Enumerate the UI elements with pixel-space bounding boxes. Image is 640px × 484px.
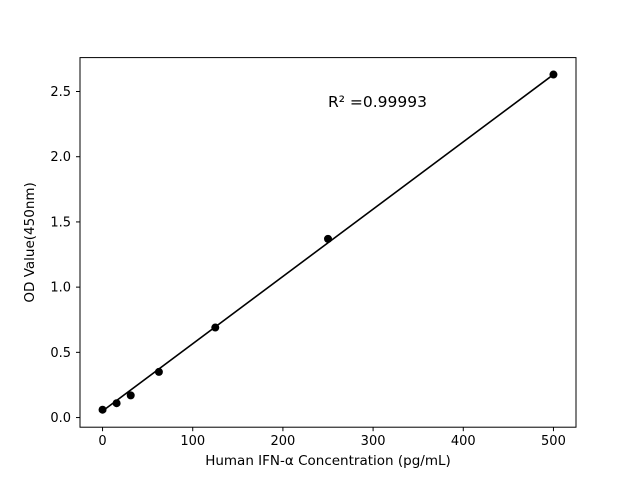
y-axis-label: OD Value(450nm) xyxy=(22,182,38,302)
x-tick-label: 400 xyxy=(451,434,476,449)
data-point xyxy=(549,70,558,79)
x-axis-label: Human IFN-α Concentration (pg/mL) xyxy=(205,453,451,469)
y-tick-label: 1.5 xyxy=(50,215,71,230)
data-point xyxy=(324,234,332,243)
data-point xyxy=(211,323,220,332)
data-point xyxy=(98,405,107,414)
x-tick-label: 0 xyxy=(98,434,106,449)
y-tick-label: 0.5 xyxy=(50,346,71,361)
x-axis-ticks: 0 100 200 300 400 500 xyxy=(98,427,566,449)
data-point xyxy=(154,367,163,376)
x-tick-label: 300 xyxy=(361,434,386,449)
x-tick-label: 200 xyxy=(270,434,295,449)
y-tick-label: 2.5 xyxy=(50,85,71,100)
y-axis-ticks: 0.0 0.5 1.0 1.5 2.0 2.5 xyxy=(50,85,80,426)
data-points xyxy=(98,70,558,414)
y-tick-label: 0.0 xyxy=(50,411,71,426)
data-point xyxy=(126,391,135,400)
data-point xyxy=(112,399,121,408)
y-tick-label: 2.0 xyxy=(50,150,71,165)
r-squared-annotation: R² =0.99993 xyxy=(328,93,427,111)
x-tick-label: 100 xyxy=(180,434,205,449)
x-tick-label: 500 xyxy=(541,434,566,449)
plot-border xyxy=(79,57,577,428)
y-tick-label: 1.0 xyxy=(50,281,71,296)
